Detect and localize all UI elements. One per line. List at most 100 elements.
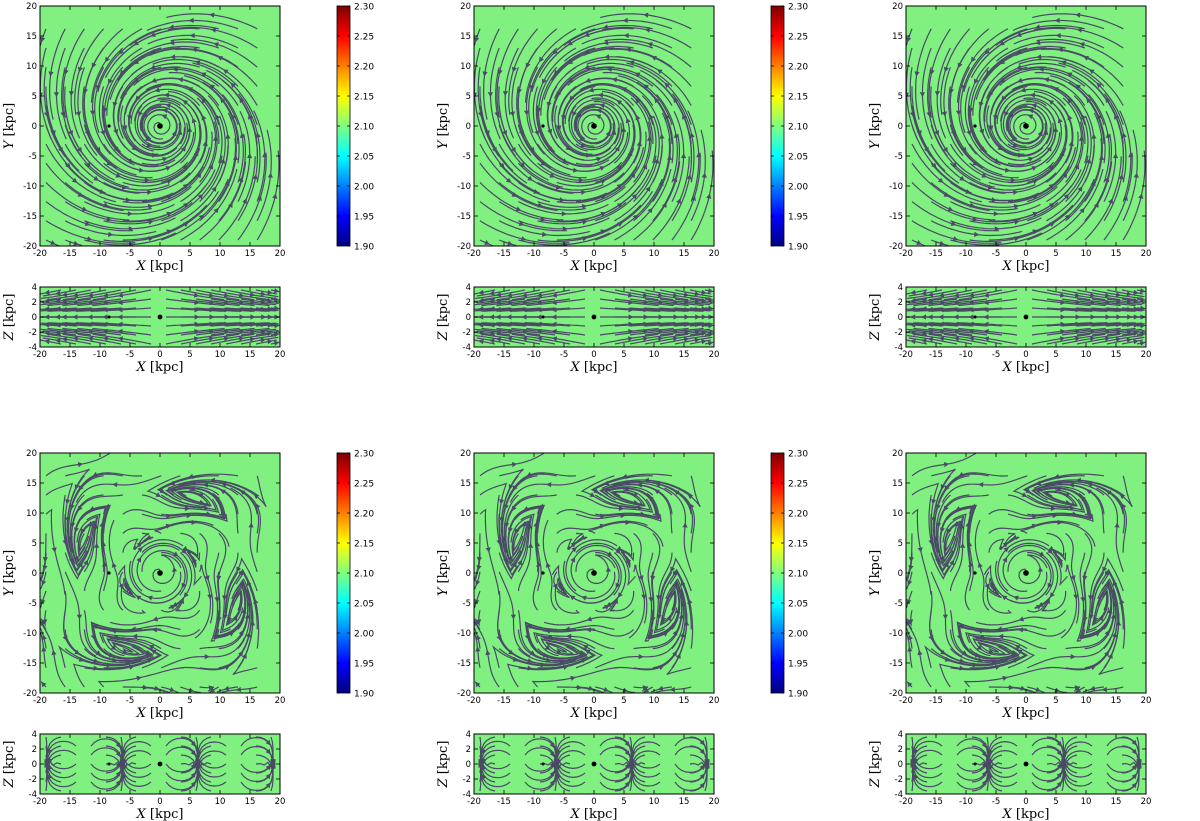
xz-arrow <box>672 336 679 342</box>
galactic-center-marker <box>157 123 163 129</box>
xy-arrow <box>108 231 114 237</box>
xz-arrow <box>683 292 690 298</box>
xy-arrow <box>958 523 964 529</box>
xy-arrow <box>618 505 624 512</box>
xy-y-tick-label: -15 <box>457 212 471 222</box>
colorbar-tick-label: 2.10 <box>788 570 808 580</box>
xy-arrow <box>1086 158 1092 164</box>
xy-arrow <box>929 69 935 75</box>
xy-arrow <box>162 156 168 162</box>
xz-x-tick-label: 20 <box>1141 350 1152 360</box>
xz-x-tick-label: -20 <box>467 350 481 360</box>
xy-arrow <box>638 654 644 660</box>
xy-arrow <box>617 222 623 227</box>
xy-arrow <box>151 649 157 655</box>
colorbar: 2.30 2.25 2.20 2.15 2.10 2.05 2.00 1.95 1.90 <box>770 3 808 253</box>
xz-arrow <box>267 298 273 304</box>
xy-arrow <box>200 72 207 78</box>
xy-arrow <box>545 562 551 568</box>
xz-streamline <box>255 298 277 303</box>
xz-arrow <box>197 772 203 778</box>
xy-plot: -20 -15 -10 -5 0 5 10 15 20 -20 -15 -10 -5 0 5 10 15 20 X … <box>868 449 1151 721</box>
xy-arrow <box>138 111 143 117</box>
xy-arrow <box>939 240 945 246</box>
xy-arrow <box>1032 229 1038 235</box>
xz-streamline <box>1121 331 1143 336</box>
xz-y-tick-label: 2 <box>32 298 37 308</box>
xy-arrow <box>1067 114 1073 121</box>
xy-arrow <box>540 216 546 222</box>
xz-streamline <box>255 339 277 345</box>
xy-arrow <box>183 222 189 227</box>
xy-arrow <box>1014 645 1021 650</box>
xz-streamline <box>689 298 711 303</box>
xz-arrow <box>72 336 79 342</box>
xy-arrow <box>998 633 1004 639</box>
xy-arrow <box>960 542 966 548</box>
xz-y-tick-label: 0 <box>32 760 37 770</box>
colorbar: 2.30 2.25 2.20 2.15 2.10 2.05 2.00 1.95 1.90 <box>770 450 808 700</box>
xz-y-axis-label: Z [kpc] <box>868 294 883 342</box>
colorbar-tick-label: 1.90 <box>354 690 374 700</box>
xz-arrow <box>708 305 714 311</box>
xy-arrow <box>977 562 983 568</box>
xy-arrow <box>603 687 609 692</box>
xy-arrow <box>919 92 925 98</box>
xz-arrow <box>555 762 561 769</box>
xy-arrow <box>1121 132 1127 138</box>
xy-arrow <box>1043 77 1050 83</box>
xy-arrow <box>496 635 502 641</box>
xy-arrow <box>972 216 978 222</box>
xy-x-tick-label: -20 <box>467 696 481 706</box>
xy-y-axis-label: Y [kpc] <box>436 550 451 596</box>
xy-arrow <box>584 48 590 54</box>
colorbar-tick-label: 1.95 <box>354 213 374 223</box>
xy-x-tick-label: 5 <box>1053 696 1058 706</box>
xy-arrow <box>1105 132 1111 139</box>
xz-arrow <box>208 292 215 298</box>
xy-arrow <box>484 130 490 136</box>
xz-streamline <box>40 339 62 345</box>
xy-arrow <box>547 146 554 152</box>
xy-arrow <box>476 619 482 625</box>
xz-arrow <box>657 336 664 342</box>
xz-x-tick-label: -15 <box>929 797 943 807</box>
xy-arrow <box>255 132 261 138</box>
xy-y-tick-label: 5 <box>32 92 37 102</box>
xy-arrow <box>182 183 189 189</box>
xy-plot: -20 -15 -10 -5 0 5 10 15 20 -20 -15 -10 -5 0 5 10 15 20 X … <box>436 449 719 721</box>
xy-arrow <box>528 542 534 548</box>
xy-arrow <box>947 206 954 212</box>
xz-arrow <box>1056 741 1062 747</box>
xz-x-axis-label: X [kpc] <box>135 807 183 821</box>
xy-arrow <box>937 177 944 183</box>
xy-arrow <box>906 620 912 626</box>
xy-arrow <box>68 130 74 136</box>
xy-arrow <box>1074 164 1080 170</box>
xz-y-tick-label: 0 <box>466 760 471 770</box>
xy-arrow <box>1091 133 1097 139</box>
xz-streamline <box>1121 298 1143 303</box>
xy-arrow <box>191 117 197 124</box>
xy-arrow <box>621 87 628 92</box>
xz-x-tick-label: 5 <box>621 797 626 807</box>
xz-arrow <box>672 292 679 298</box>
xy-arrow <box>950 221 957 226</box>
xy-arrow <box>957 62 963 69</box>
xz-arrow <box>912 757 918 764</box>
xy-arrow <box>974 78 979 85</box>
xy-arrow <box>208 685 214 691</box>
xy-arrow <box>182 545 188 552</box>
xz-arrow <box>551 336 558 342</box>
colorbar-tick-label: 2.05 <box>354 600 374 610</box>
xy-arrow <box>474 620 480 626</box>
xz-arrow <box>87 292 94 298</box>
xy-arrow <box>1074 685 1080 691</box>
xy-arrow <box>984 583 990 589</box>
xy-arrow <box>581 204 588 210</box>
xy-arrow <box>1059 150 1065 157</box>
xy-arrow <box>958 471 964 477</box>
xz-streamline <box>121 740 152 766</box>
